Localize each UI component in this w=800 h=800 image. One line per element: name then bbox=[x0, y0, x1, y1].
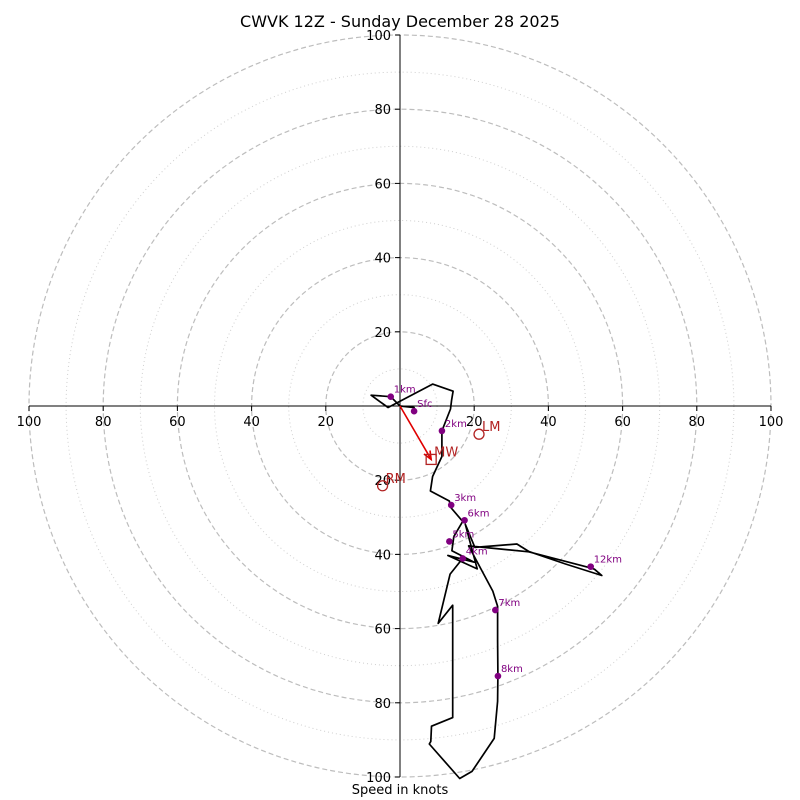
height-label-12km: 12km bbox=[594, 555, 622, 566]
chart-title: CWVK 12Z - Sunday December 28 2025 bbox=[240, 12, 560, 31]
height-marker-5km bbox=[446, 538, 453, 545]
height-marker-3km bbox=[447, 501, 455, 509]
y-tick-label-20: 20 bbox=[374, 326, 391, 341]
mean-wind-arrow bbox=[399, 405, 432, 460]
height-label-1km: 1km bbox=[394, 385, 416, 396]
x-tick-label--40: 40 bbox=[243, 415, 260, 430]
x-tick-label-100: 100 bbox=[759, 415, 784, 430]
height-label-3km: 3km bbox=[454, 493, 476, 504]
height-marker-sfc bbox=[410, 407, 418, 415]
y-tick-label--60: 60 bbox=[374, 623, 391, 638]
mw-label: MW bbox=[434, 445, 458, 460]
height-label-sfc: Sfc bbox=[417, 399, 432, 410]
height-label-4km: 4km bbox=[466, 546, 488, 557]
y-tick-label--20: 20 bbox=[374, 474, 391, 489]
lm-label: LM bbox=[482, 420, 500, 435]
height-marker-7km bbox=[492, 606, 499, 614]
x-axis-label: Speed in knots bbox=[351, 783, 449, 798]
x-tick-label-40: 40 bbox=[540, 415, 557, 430]
height-marker-4km bbox=[459, 555, 466, 562]
height-marker-1km bbox=[387, 393, 395, 401]
height-label-6km: 6km bbox=[468, 508, 490, 519]
x-tick-label-80: 80 bbox=[689, 415, 706, 430]
y-tick-label--40: 40 bbox=[374, 548, 391, 563]
mw-marker bbox=[425, 453, 437, 466]
y-tick-label--80: 80 bbox=[374, 697, 391, 712]
height-label-5km: 5km bbox=[452, 529, 474, 540]
rm-label: RM bbox=[386, 472, 406, 487]
x-tick-label-20: 20 bbox=[466, 415, 483, 430]
y-tick-label-60: 60 bbox=[374, 177, 391, 192]
x-tick-label--20: 20 bbox=[318, 415, 335, 430]
x-tick-label-60: 60 bbox=[614, 415, 631, 430]
y-tick-label--100: 100 bbox=[366, 771, 391, 786]
height-marker-12km bbox=[587, 563, 594, 570]
height-marker-2km bbox=[438, 427, 446, 435]
height-label-7km: 7km bbox=[498, 598, 520, 609]
y-tick-label-100: 100 bbox=[366, 29, 391, 44]
y-tick-label-80: 80 bbox=[374, 103, 391, 118]
x-tick-label--80: 80 bbox=[95, 415, 112, 430]
lm-marker bbox=[473, 428, 485, 440]
x-tick-label--100: 100 bbox=[17, 415, 42, 430]
height-marker-8km bbox=[494, 672, 502, 680]
y-tick-label-40: 40 bbox=[374, 252, 391, 267]
hodograph-trace bbox=[370, 383, 603, 780]
height-label-2km: 2km bbox=[445, 419, 467, 430]
rm-marker bbox=[376, 480, 389, 492]
x-tick-label--60: 60 bbox=[169, 415, 186, 430]
height-marker-6km bbox=[461, 516, 468, 524]
height-label-8km: 8km bbox=[501, 664, 523, 675]
